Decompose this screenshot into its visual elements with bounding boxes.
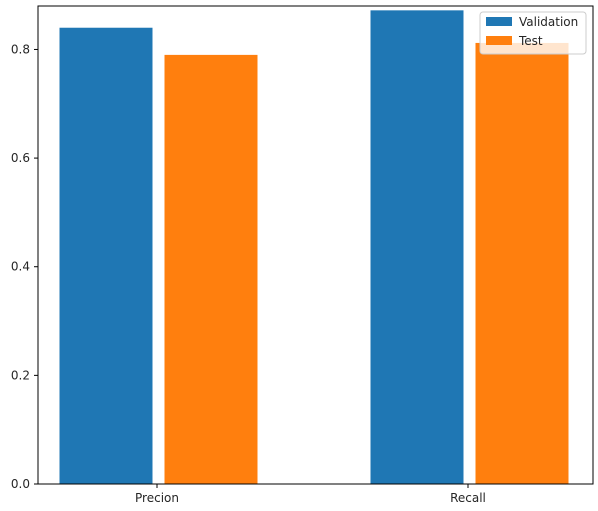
bar-validation-recall — [370, 10, 464, 484]
legend: Validation Test — [479, 11, 587, 55]
bar-test-recall — [475, 42, 569, 484]
bar-validation-precion — [59, 27, 153, 485]
y-tick-label: 0.8 — [11, 42, 30, 56]
y-axis: 0.0 0.2 0.4 0.6 0.8 — [11, 42, 38, 491]
legend-label-test: Test — [518, 34, 543, 48]
x-tick-label: Precion — [135, 491, 179, 505]
y-tick-label: 0.6 — [11, 151, 30, 165]
legend-swatch-test — [486, 36, 512, 45]
legend-swatch-validation — [486, 17, 512, 26]
x-tick-label: Recall — [450, 491, 486, 505]
plot-frame — [37, 5, 594, 485]
bars-group — [59, 10, 569, 485]
y-tick-label: 0.4 — [11, 260, 30, 274]
y-tick-label: 0.0 — [11, 477, 30, 491]
y-tick-label: 0.2 — [11, 368, 30, 382]
legend-label-validation: Validation — [519, 15, 578, 29]
bar-test-precion — [164, 54, 258, 485]
x-axis: Precion Recall — [135, 484, 486, 505]
